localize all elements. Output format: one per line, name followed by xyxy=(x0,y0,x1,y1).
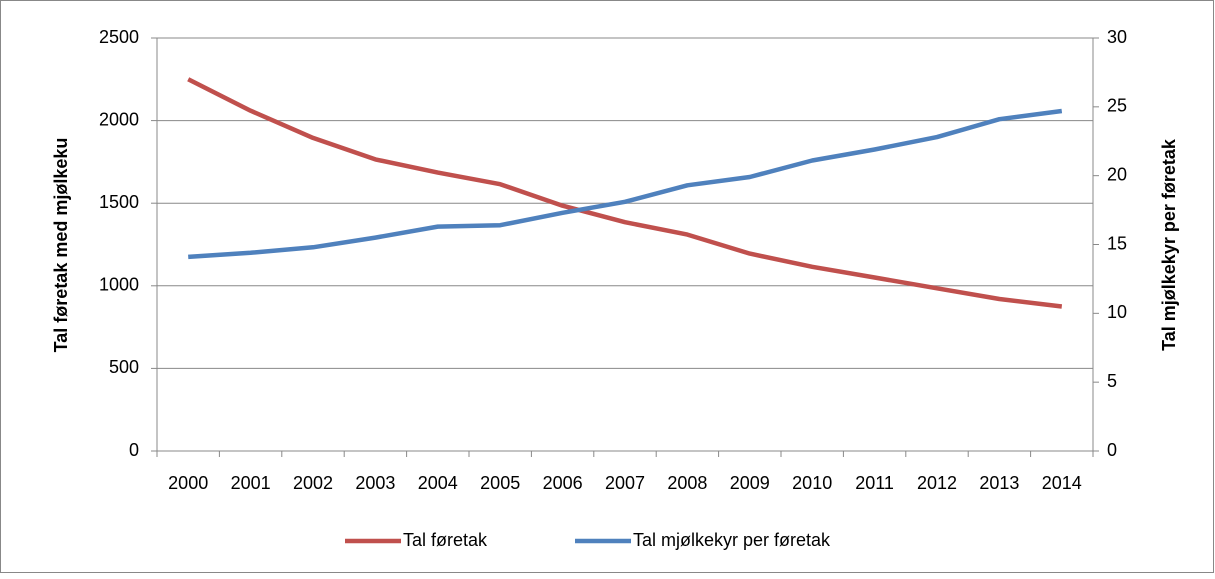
y-tick-label: 500 xyxy=(109,357,139,377)
y2-tick-label: 10 xyxy=(1107,302,1127,322)
y-tick-label: 2500 xyxy=(99,27,139,47)
y2-tick-label: 5 xyxy=(1107,371,1117,391)
y2-tick-label: 20 xyxy=(1107,164,1127,184)
y-tick-label: 1000 xyxy=(99,275,139,295)
y-tick-label: 0 xyxy=(129,440,139,460)
x-tick-label: 2001 xyxy=(231,473,271,493)
y2-tick-label: 30 xyxy=(1107,27,1127,47)
legend-label: Tal mjølkekyr per føretak xyxy=(633,530,831,550)
x-tick-label: 2004 xyxy=(418,473,458,493)
y2-axis-label: Tal mjølkekyr per føretak xyxy=(1159,138,1179,351)
y2-tick-label: 0 xyxy=(1107,440,1117,460)
series-line xyxy=(187,77,1063,309)
x-tick-label: 2003 xyxy=(355,473,395,493)
x-tick-label: 2011 xyxy=(855,473,894,493)
y2-tick-label: 15 xyxy=(1107,233,1127,253)
x-tick-label: 2007 xyxy=(605,473,645,493)
x-tick-label: 2006 xyxy=(543,473,583,493)
x-tick-label: 2008 xyxy=(667,473,707,493)
y2-tick-label: 25 xyxy=(1107,96,1127,116)
x-tick-label: 2012 xyxy=(917,473,957,493)
x-tick-label: 2010 xyxy=(792,473,832,493)
x-tick-label: 2002 xyxy=(293,473,333,493)
y-axis-label: Tal føretak med mjølkeku xyxy=(51,138,71,353)
x-tick-label: 2000 xyxy=(168,473,208,493)
series-line xyxy=(188,108,1063,260)
y-tick-label: 2000 xyxy=(99,109,139,129)
x-tick-label: 2005 xyxy=(480,473,520,493)
legend-label: Tal føretak xyxy=(403,530,488,550)
x-tick-label: 2014 xyxy=(1042,473,1082,493)
x-tick-label: 2009 xyxy=(730,473,770,493)
x-tick-label: 2013 xyxy=(979,473,1019,493)
y-tick-label: 1500 xyxy=(99,192,139,212)
